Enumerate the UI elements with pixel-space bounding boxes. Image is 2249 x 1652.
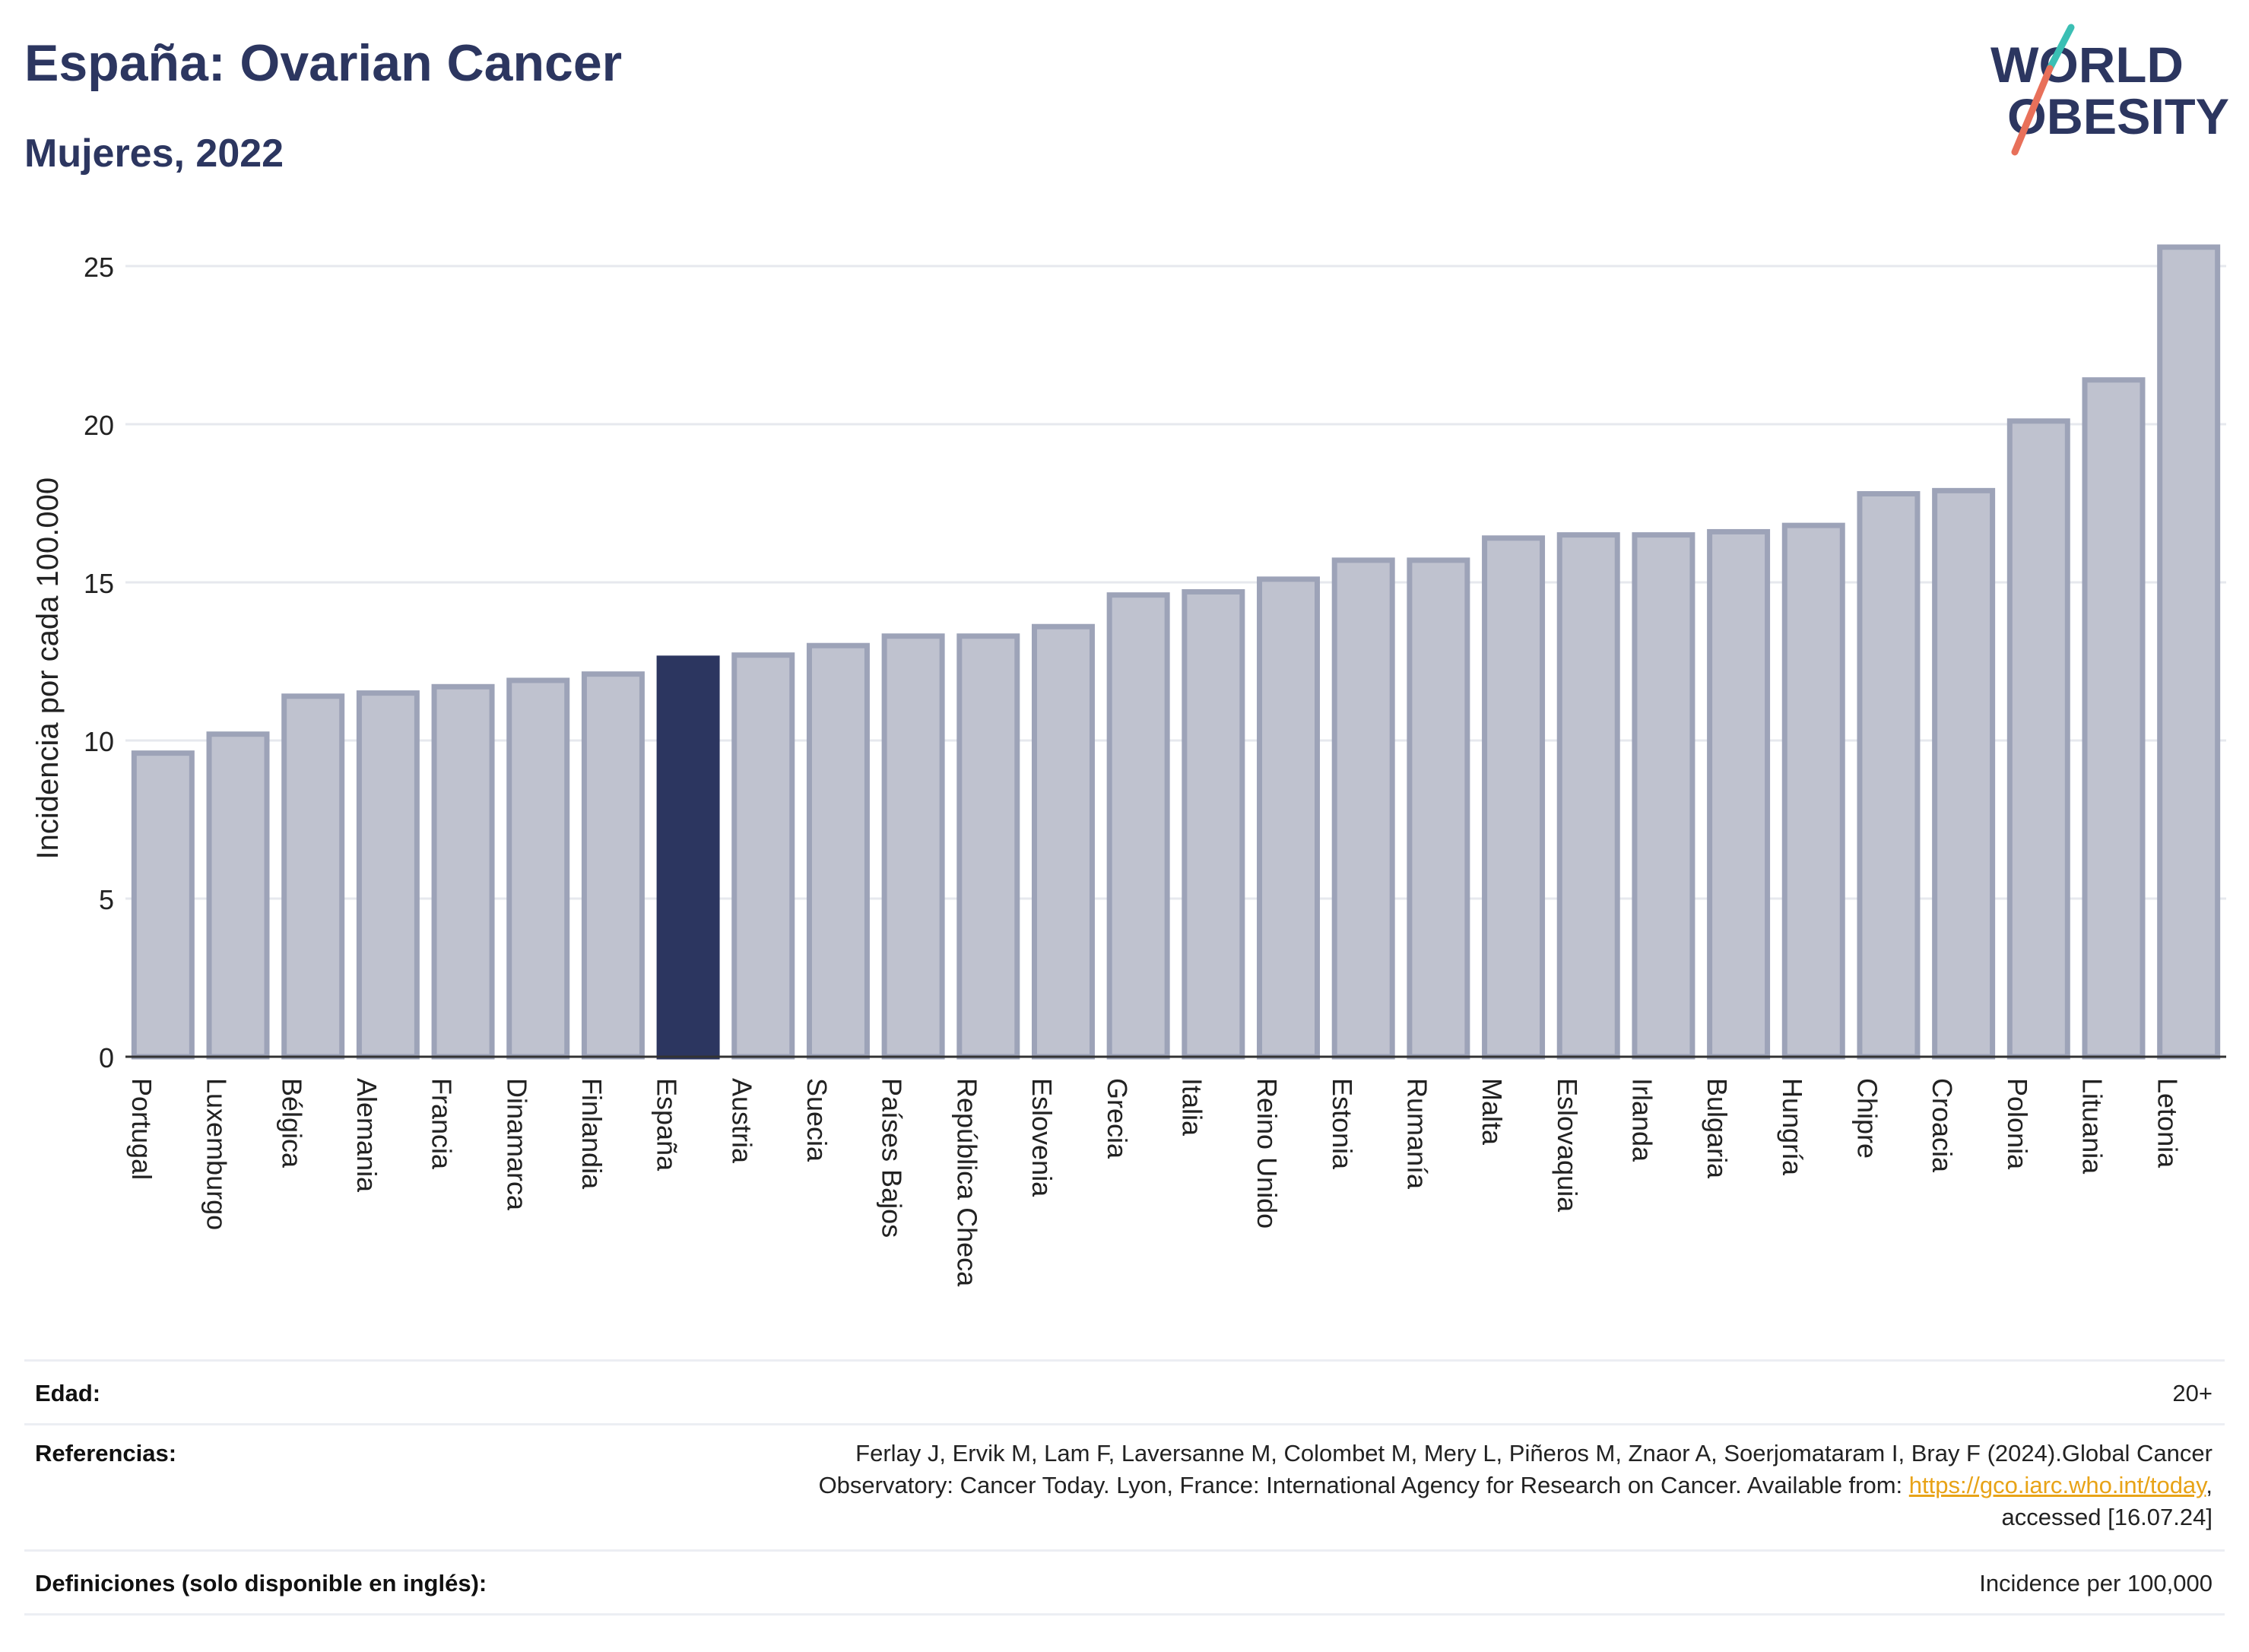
y-tick-label: 15 <box>84 568 114 599</box>
bar-16 <box>1331 557 1395 1060</box>
bar-21 <box>1707 528 1771 1060</box>
page-title: España: Ovarian Cancer <box>24 34 623 92</box>
bar-13 <box>1106 592 1170 1060</box>
logo-slash-coral <box>2011 65 2054 156</box>
references-line1: Ferlay J, Ervik M, Lam F, Laversanne M, … <box>855 1440 2213 1467</box>
bar-3 <box>356 690 420 1060</box>
bar-6 <box>581 671 645 1060</box>
bar-10 <box>881 633 945 1060</box>
bar-19 <box>1556 532 1620 1060</box>
x-tick-label: Finlandia <box>576 1078 607 1190</box>
bar-chart: 0 5 10 15 20 25 Portugal Luxemburgo Bélgica Alema… <box>31 244 2226 1287</box>
bar-15 <box>1257 576 1321 1060</box>
bar-22 <box>1781 522 1845 1060</box>
bar-23 <box>1857 491 1921 1060</box>
y-tick-label: 10 <box>84 726 114 757</box>
page-subtitle: Mujeres, 2022 <box>24 132 284 176</box>
bar-11 <box>956 633 1020 1060</box>
footer-row-age: Edad: 20+ <box>24 1359 2225 1423</box>
x-tick-label: Irlanda <box>1627 1078 1658 1162</box>
references-line2-prefix: Observatory: Cancer Today. Lyon, France:… <box>818 1472 1909 1498</box>
x-tick-label: Lituania <box>2077 1078 2108 1175</box>
x-tick-label: Letonia <box>2152 1078 2183 1168</box>
x-tick-label: Hungría <box>1777 1078 1808 1176</box>
footer-row-definitions: Definiciones (solo disponible en inglés)… <box>24 1549 2225 1616</box>
x-tick-label: Países Bajos <box>877 1078 908 1238</box>
footer-table: Edad: 20+ Referencias: Ferlay J, Ervik M… <box>24 1359 2225 1616</box>
references-line2-suffix: , <box>2206 1472 2213 1498</box>
logo-line1: WORLD <box>1990 36 2184 93</box>
y-tick-label: 0 <box>99 1042 114 1073</box>
x-tick-label: Francia <box>427 1078 458 1170</box>
age-value: 20+ <box>2172 1380 2213 1406</box>
x-tick-label: Eslovaquia <box>1552 1078 1583 1213</box>
x-tick-label: Croacia <box>1927 1078 1958 1173</box>
bar-20 <box>1632 532 1695 1060</box>
bar-1 <box>206 731 270 1060</box>
footer-row-references: Referencias: Ferlay J, Ervik M, Lam F, L… <box>24 1423 2225 1549</box>
y-tick-label: 25 <box>84 252 114 283</box>
bar-5 <box>506 677 570 1060</box>
x-tick-label: Bulgaria <box>1702 1078 1733 1179</box>
references-text: Ferlay J, Ervik M, Lam F, Laversanne M, … <box>819 1438 2213 1533</box>
y-tick-label: 5 <box>99 884 114 915</box>
references-link[interactable]: https://gco.iarc.who.int/today <box>1908 1472 2206 1498</box>
bar-17 <box>1407 557 1470 1060</box>
x-tick-label: Italia <box>1176 1078 1207 1137</box>
bar-0 <box>131 750 195 1060</box>
bar-7 <box>656 655 720 1060</box>
x-tick-label: Suecia <box>801 1078 833 1162</box>
x-tick-label: Polonia <box>2002 1078 2033 1170</box>
bar-12 <box>1031 623 1095 1060</box>
references-line3: accessed [16.07.24] <box>2001 1504 2213 1530</box>
bar-2 <box>281 693 345 1060</box>
x-tick-label: Rumanía <box>1401 1078 1432 1190</box>
bar-9 <box>806 642 870 1060</box>
x-tick-label: Grecia <box>1102 1078 1133 1159</box>
x-tick-label: Dinamarca <box>501 1078 532 1211</box>
bar-27 <box>2157 244 2221 1060</box>
x-tick-label: Austria <box>726 1078 757 1164</box>
axes: 0 5 10 15 20 25 Portugal Luxemburgo Bélgica Alema… <box>84 252 2226 1287</box>
y-axis-label: Incidencia por cada 100.000 <box>31 477 65 860</box>
x-tick-label: Portugal <box>126 1078 157 1180</box>
definitions-label: Definiciones (solo disponible en inglés)… <box>35 1570 487 1597</box>
x-tick-label: República Checa <box>951 1078 982 1287</box>
x-tick-label: Malta <box>1477 1078 1508 1146</box>
bar-4 <box>431 683 495 1060</box>
world-obesity-logo: WORLD OBESITY <box>1990 24 2229 156</box>
bars <box>131 244 2221 1060</box>
age-label: Edad: <box>35 1380 101 1406</box>
bar-18 <box>1482 535 1546 1060</box>
x-tick-label: Estonia <box>1327 1078 1358 1170</box>
x-tick-label: Bélgica <box>276 1078 307 1168</box>
logo-line2: OBESITY <box>2007 88 2229 144</box>
x-tick-label: España <box>652 1078 683 1172</box>
definitions-value: Incidence per 100,000 <box>1979 1570 2213 1597</box>
bar-14 <box>1182 588 1245 1060</box>
logo-slash-teal <box>2046 24 2075 72</box>
bar-25 <box>2006 418 2070 1060</box>
bar-26 <box>2082 377 2146 1060</box>
x-tick-label: Chipre <box>1852 1078 1883 1159</box>
x-tick-label: Eslovenia <box>1026 1078 1058 1197</box>
references-line2: Observatory: Cancer Today. Lyon, France:… <box>819 1470 2213 1501</box>
references-label: Referencias: <box>35 1440 177 1467</box>
bar-24 <box>1932 487 1996 1060</box>
x-tick-label: Luxemburgo <box>201 1078 233 1230</box>
y-tick-label: 20 <box>84 410 114 441</box>
bar-8 <box>731 652 795 1060</box>
x-tick-label: Alemania <box>351 1078 382 1193</box>
x-tick-label: Reino Unido <box>1251 1078 1283 1229</box>
